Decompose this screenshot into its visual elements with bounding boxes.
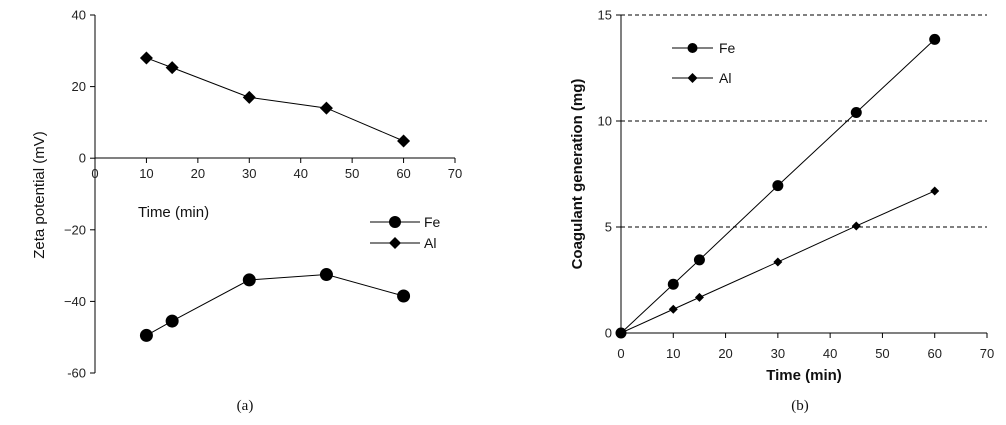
data-point-al	[694, 292, 704, 302]
legend-marker-al	[687, 73, 698, 83]
legend-label-al: Al	[719, 70, 731, 86]
x-tick-label: 10	[666, 346, 680, 361]
series-line-al	[146, 57, 404, 142]
data-point-al	[668, 304, 678, 314]
data-point-al	[165, 61, 179, 75]
data-point-fe	[667, 278, 679, 290]
data-point-al	[397, 134, 411, 148]
x-axis-label: Time (min)	[138, 204, 209, 221]
x-tick-label: 30	[771, 346, 785, 361]
data-point-fe	[693, 254, 705, 266]
data-point-al	[242, 90, 256, 104]
series-al	[139, 51, 411, 148]
panel-caption: (a)	[237, 398, 254, 414]
y-tick-label: 0	[79, 151, 86, 166]
x-tick-label: 40	[293, 166, 307, 181]
data-point-fe	[772, 180, 784, 192]
series-line-al	[620, 190, 935, 334]
x-tick-label: 20	[191, 166, 205, 181]
x-tick-label: 10	[139, 166, 153, 181]
legend-marker-fe	[687, 43, 698, 53]
y-tick-label: −20	[64, 222, 86, 237]
x-tick-label: 70	[448, 166, 462, 181]
data-point-fe	[929, 33, 941, 45]
data-point-fe	[850, 107, 862, 119]
x-tick-label: 0	[91, 166, 98, 181]
data-point-fe	[242, 273, 256, 287]
chart-panel-b: 0 5 10 15 0 10 20 30 40 50 60 70 Time (min) Coagulant…	[569, 8, 994, 415]
data-point-fe	[397, 289, 411, 303]
y-tick-label: −40	[64, 294, 86, 309]
data-point-fe	[319, 268, 333, 282]
x-tick-label: 0	[617, 346, 624, 361]
data-point-al	[930, 186, 940, 196]
data-point-fe	[139, 328, 153, 342]
y-tick-label: 40	[72, 8, 86, 23]
legend-label-fe: Fe	[424, 214, 441, 230]
data-point-al	[773, 257, 783, 267]
panel-caption: (b)	[791, 398, 809, 414]
y-tick-label: -60	[67, 366, 86, 381]
series-al	[616, 186, 940, 338]
legend-marker-al	[389, 237, 401, 249]
y-tick-label: 5	[605, 220, 612, 235]
series-line-fe	[620, 39, 936, 334]
x-tick-label: 40	[823, 346, 837, 361]
data-point-al	[319, 101, 333, 115]
x-tick-label: 30	[242, 166, 256, 181]
data-point-al	[139, 51, 153, 65]
chart-panel-a: 40 20 0 −20 −40 -60 0 10 20 30 40 50 60 70 Time (min) Z…	[31, 8, 462, 415]
y-axis-label: Zeta potential (mV)	[31, 131, 48, 259]
y-tick-label: 15	[598, 8, 612, 23]
y-tick-label: 0	[605, 326, 612, 341]
legend-label-fe: Fe	[719, 40, 736, 56]
x-axis-label: Time (min)	[766, 367, 842, 384]
series-fe	[615, 33, 941, 339]
data-point-al	[851, 221, 861, 231]
legend: Fe Al	[672, 40, 736, 86]
x-tick-label: 70	[980, 346, 994, 361]
data-point-fe	[165, 314, 179, 328]
x-tick-label: 60	[396, 166, 410, 181]
y-axis-label: Coagulant generation (mg)	[569, 79, 586, 270]
x-tick-label: 50	[345, 166, 359, 181]
legend-label-al: Al	[424, 235, 436, 251]
y-tick-label: 10	[598, 114, 612, 129]
x-tick-label: 20	[718, 346, 732, 361]
x-tick-label: 50	[875, 346, 889, 361]
series-fe	[139, 268, 411, 342]
y-tick-label: 20	[72, 79, 86, 94]
x-tick-label: 60	[927, 346, 941, 361]
legend: Fe Al	[370, 214, 441, 251]
series-line-fe	[146, 274, 404, 336]
data-point-al	[616, 328, 626, 338]
legend-marker-fe	[389, 216, 401, 228]
